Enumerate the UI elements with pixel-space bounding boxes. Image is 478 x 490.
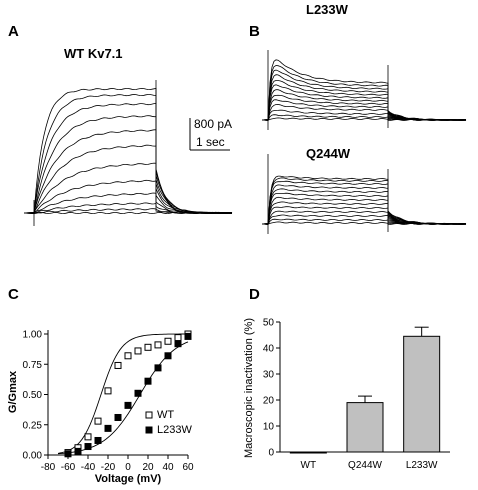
y-tick-label: 50	[263, 318, 275, 329]
x-tick-label: 40	[162, 462, 174, 473]
l233w-point	[114, 413, 122, 421]
l233w-traces	[261, 50, 467, 130]
wt-point	[104, 387, 112, 395]
l233w-point	[144, 377, 152, 385]
l233w-point	[184, 332, 192, 340]
x-tick-label: -40	[81, 462, 96, 473]
x-tick-label: 20	[142, 462, 154, 473]
panel-c-label: C	[8, 286, 19, 303]
l233w-point	[164, 352, 172, 360]
bar	[289, 451, 327, 454]
x-tick-label: -20	[101, 462, 116, 473]
category-label: L233W	[406, 460, 438, 471]
wt-point	[154, 341, 162, 349]
wt-point	[94, 417, 102, 425]
panel-b-label: B	[249, 23, 260, 40]
inactivation-bar-chart: Macroscopic inactivation (%) 0 10 20 30 40 50…	[243, 318, 450, 471]
legend-label: L233W	[157, 424, 192, 436]
scale-current-label: 800 pA	[194, 117, 233, 131]
current-traces	[23, 50, 467, 234]
y-axis-label: G/Gmax	[7, 370, 19, 413]
scale-bar	[189, 118, 230, 151]
wt-point	[124, 352, 132, 360]
legend-marker	[145, 411, 153, 419]
l233w-point	[124, 401, 132, 409]
l233w-point	[74, 447, 82, 455]
y-tick-label: 20	[263, 396, 275, 407]
x-tick-label: -80	[41, 462, 56, 473]
trace-line	[261, 177, 467, 225]
trace-line	[24, 94, 233, 215]
trace-line	[261, 84, 467, 121]
panel-b-title-bottom: Q244W	[306, 146, 351, 161]
panel-a-title: WT Kv7.1	[64, 46, 123, 61]
l233w-point	[154, 364, 162, 372]
trace-line	[261, 175, 467, 225]
l233w-point	[104, 424, 112, 432]
panel-b-title-top: L233W	[306, 2, 348, 17]
wt-point	[164, 337, 172, 345]
trace-line	[261, 59, 467, 121]
y-tick-label: 0	[268, 448, 274, 459]
legend-marker	[145, 426, 153, 434]
y-tick-label: 0.75	[23, 360, 43, 371]
y-tick-label: 0.00	[23, 451, 43, 462]
wt-point	[144, 343, 152, 351]
trace-line	[23, 129, 233, 215]
x-axis-label: Voltage (mV)	[95, 473, 162, 485]
legend-label: WT	[157, 409, 174, 421]
y-tick-label: 30	[263, 370, 275, 381]
panel-d-label: D	[249, 286, 260, 303]
l233w-point	[174, 340, 182, 348]
l233w-point	[134, 389, 142, 397]
y-tick-label: 40	[263, 344, 275, 355]
wt-point	[174, 334, 182, 342]
trace-line	[261, 201, 467, 225]
l233w-point	[94, 436, 102, 444]
bar	[403, 335, 441, 453]
trace-line	[23, 103, 233, 214]
wt-point	[84, 433, 92, 441]
y-tick-label: 0.25	[23, 420, 43, 431]
wt-fit-line	[57, 333, 188, 454]
wt-traces	[23, 80, 233, 226]
y-tick-label: 0.50	[23, 390, 43, 401]
x-tick-label: 0	[125, 462, 131, 473]
trace-line	[23, 179, 233, 215]
trace-line	[23, 162, 233, 215]
q244w-traces	[261, 154, 467, 234]
l233w-point	[64, 450, 72, 458]
category-label: Q244W	[348, 460, 382, 471]
y-axis-label: Macroscopic inactivation (%)	[243, 318, 255, 458]
scale-time-label: 1 sec	[196, 135, 225, 149]
x-tick-label: 60	[182, 462, 194, 473]
l233w-point	[84, 443, 92, 451]
wt-point	[134, 347, 142, 355]
panel-a-label: A	[8, 23, 19, 40]
y-tick-label: 10	[263, 422, 275, 433]
trace-line	[23, 87, 233, 214]
bar	[346, 402, 384, 453]
x-tick-label: -60	[61, 462, 76, 473]
wt-point	[114, 361, 122, 369]
gv-curve-chart: G/Gmax Voltage (mV) 0.00 0.25 0.50 0.75 1.00…	[7, 330, 194, 486]
category-label: WT	[301, 460, 317, 471]
y-tick-label: 1.00	[23, 330, 43, 341]
